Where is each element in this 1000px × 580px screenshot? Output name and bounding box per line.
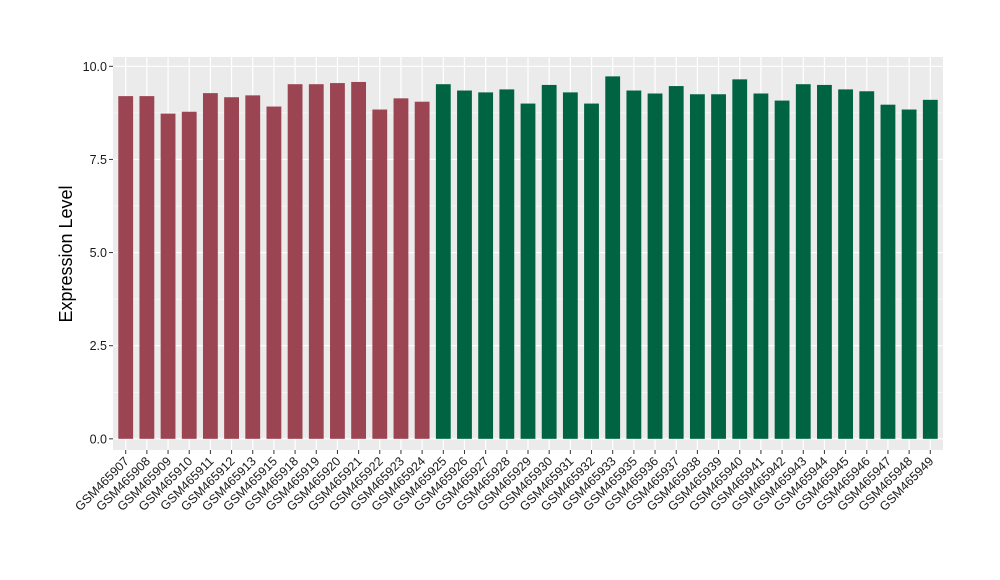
bar-GSM465948 — [901, 109, 917, 439]
y-axis: 0.0 2.5 5.0 7.5 10.0 — [83, 60, 113, 446]
bar-GSM465913 — [245, 95, 261, 439]
bar-GSM465930 — [541, 84, 557, 439]
bar-GSM465945 — [838, 89, 854, 439]
bar-GSM465947 — [880, 104, 896, 439]
bar-GSM465925 — [435, 84, 451, 439]
bar-GSM465919 — [308, 84, 324, 439]
bar-GSM465932 — [584, 103, 599, 439]
bar-GSM465922 — [372, 109, 388, 439]
bar-GSM465929 — [520, 103, 536, 439]
bar-GSM465911 — [202, 93, 218, 439]
bar-GSM465946 — [859, 91, 875, 439]
bar-GSM465918 — [287, 84, 303, 439]
bar-GSM465938 — [689, 94, 705, 439]
bar-GSM465910 — [181, 111, 197, 439]
bar-GSM465928 — [499, 89, 515, 439]
bar-GSM465924 — [414, 101, 430, 439]
bar-GSM465920 — [330, 83, 345, 439]
bar-GSM465936 — [647, 93, 663, 439]
bar-GSM465943 — [795, 84, 811, 439]
y-tick-label: 2.5 — [90, 339, 107, 353]
bar-GSM465921 — [351, 81, 367, 439]
bar-GSM465926 — [457, 90, 472, 439]
bar-GSM465937 — [668, 86, 684, 439]
bar-GSM465941 — [753, 93, 769, 439]
y-tick-label: 7.5 — [90, 153, 107, 167]
bar-GSM465942 — [774, 100, 790, 439]
y-tick-label: 10.0 — [83, 60, 107, 74]
bar-GSM465933 — [605, 76, 621, 439]
bar-GSM465915 — [266, 106, 282, 439]
bar-GSM465908 — [139, 96, 155, 439]
bar-GSM465931 — [562, 92, 578, 439]
bar-GSM465923 — [393, 98, 409, 439]
bar-GSM465939 — [711, 94, 726, 439]
bar-GSM465949 — [922, 99, 938, 439]
bar-GSM465935 — [626, 90, 642, 439]
x-axis: GSM465907GSM465908GSM465909GSM465910GSM4… — [72, 450, 936, 514]
bar-GSM465912 — [224, 97, 239, 439]
bar-GSM465907 — [118, 96, 134, 439]
bars — [118, 76, 938, 439]
bar-GSM465909 — [160, 113, 176, 439]
y-tick-label: 0.0 — [90, 432, 107, 446]
y-tick-label: 5.0 — [90, 246, 107, 260]
y-axis-title: Expression Level — [56, 185, 76, 322]
bar-GSM465940 — [732, 79, 748, 439]
bar-GSM465944 — [817, 84, 832, 439]
bar-GSM465927 — [478, 92, 494, 439]
